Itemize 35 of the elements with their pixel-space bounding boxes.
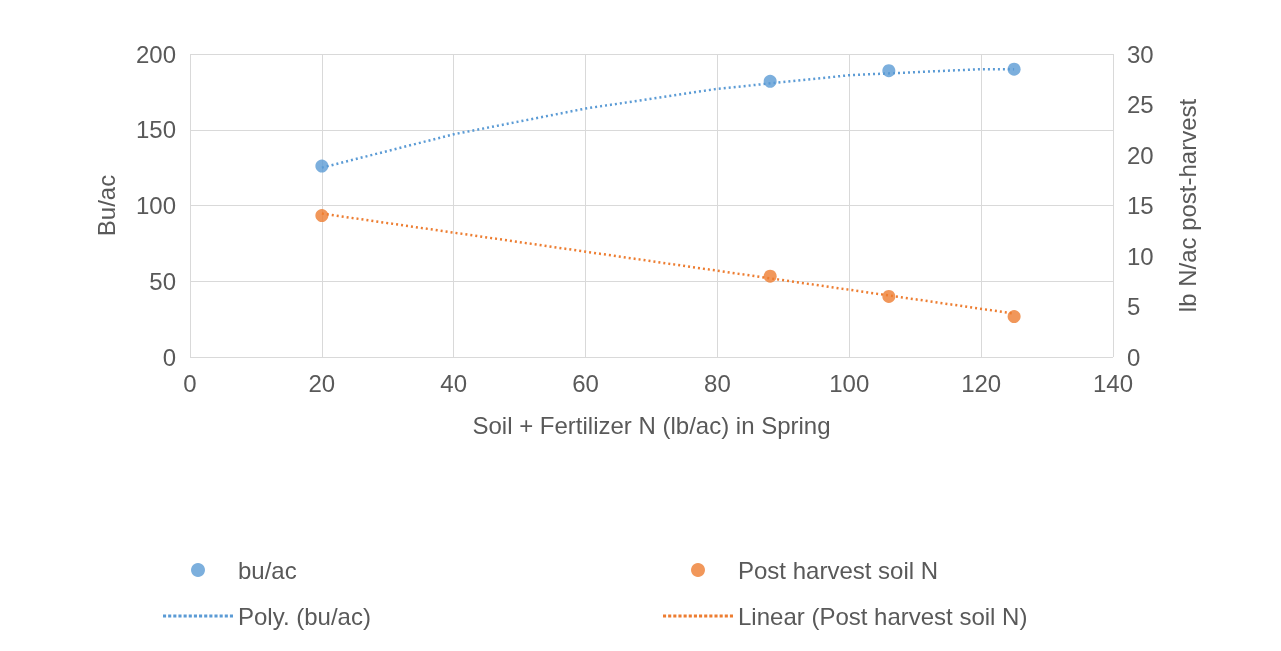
y2-tick-label: 25 [1127, 91, 1154, 118]
x-tick-label: 140 [1092, 369, 1134, 397]
legend-label: bu/ac [238, 556, 297, 584]
x-tick-label: 20 [308, 369, 336, 397]
x-tick-label: 100 [829, 369, 870, 397]
x-axis-title: Soil + Fertilizer N (lb/ac) in Spring [472, 411, 831, 439]
y-tick-label: 0 [162, 343, 176, 371]
x-tick-label: 120 [961, 369, 1002, 397]
y2-tick-label: 30 [1127, 40, 1154, 68]
y-axis-title: Bu/ac [92, 174, 120, 237]
point [1007, 310, 1021, 324]
y-tick-label: 100 [135, 192, 176, 219]
x-tick-label: 60 [572, 369, 599, 397]
y2-tick-label: 15 [1127, 192, 1154, 219]
x-tick-label: 80 [704, 369, 731, 397]
y-tick-label: 50 [149, 267, 176, 295]
point [315, 209, 329, 223]
point [763, 74, 777, 88]
legend-label: Post harvest soil N [738, 556, 939, 584]
point [763, 269, 777, 283]
y2-tick-label: 10 [1127, 242, 1154, 270]
point [315, 159, 329, 173]
y2-tick-label: 20 [1127, 141, 1154, 169]
point [1007, 62, 1021, 76]
point [882, 64, 896, 78]
legend-label: Linear (Post harvest soil N) [738, 602, 1028, 630]
y2-axis-title: lb N/ac post-harvest [1173, 98, 1201, 313]
y2-tick-label: 5 [1127, 293, 1141, 320]
legend-label: Poly. (bu/ac) [238, 602, 371, 630]
y-tick-label: 200 [135, 40, 176, 68]
y-tick-label: 150 [135, 116, 176, 144]
x-tick-label: 40 [440, 369, 468, 397]
x-tick-label: 0 [183, 369, 197, 397]
y2-tick-label: 0 [1127, 343, 1141, 371]
point [882, 289, 896, 303]
